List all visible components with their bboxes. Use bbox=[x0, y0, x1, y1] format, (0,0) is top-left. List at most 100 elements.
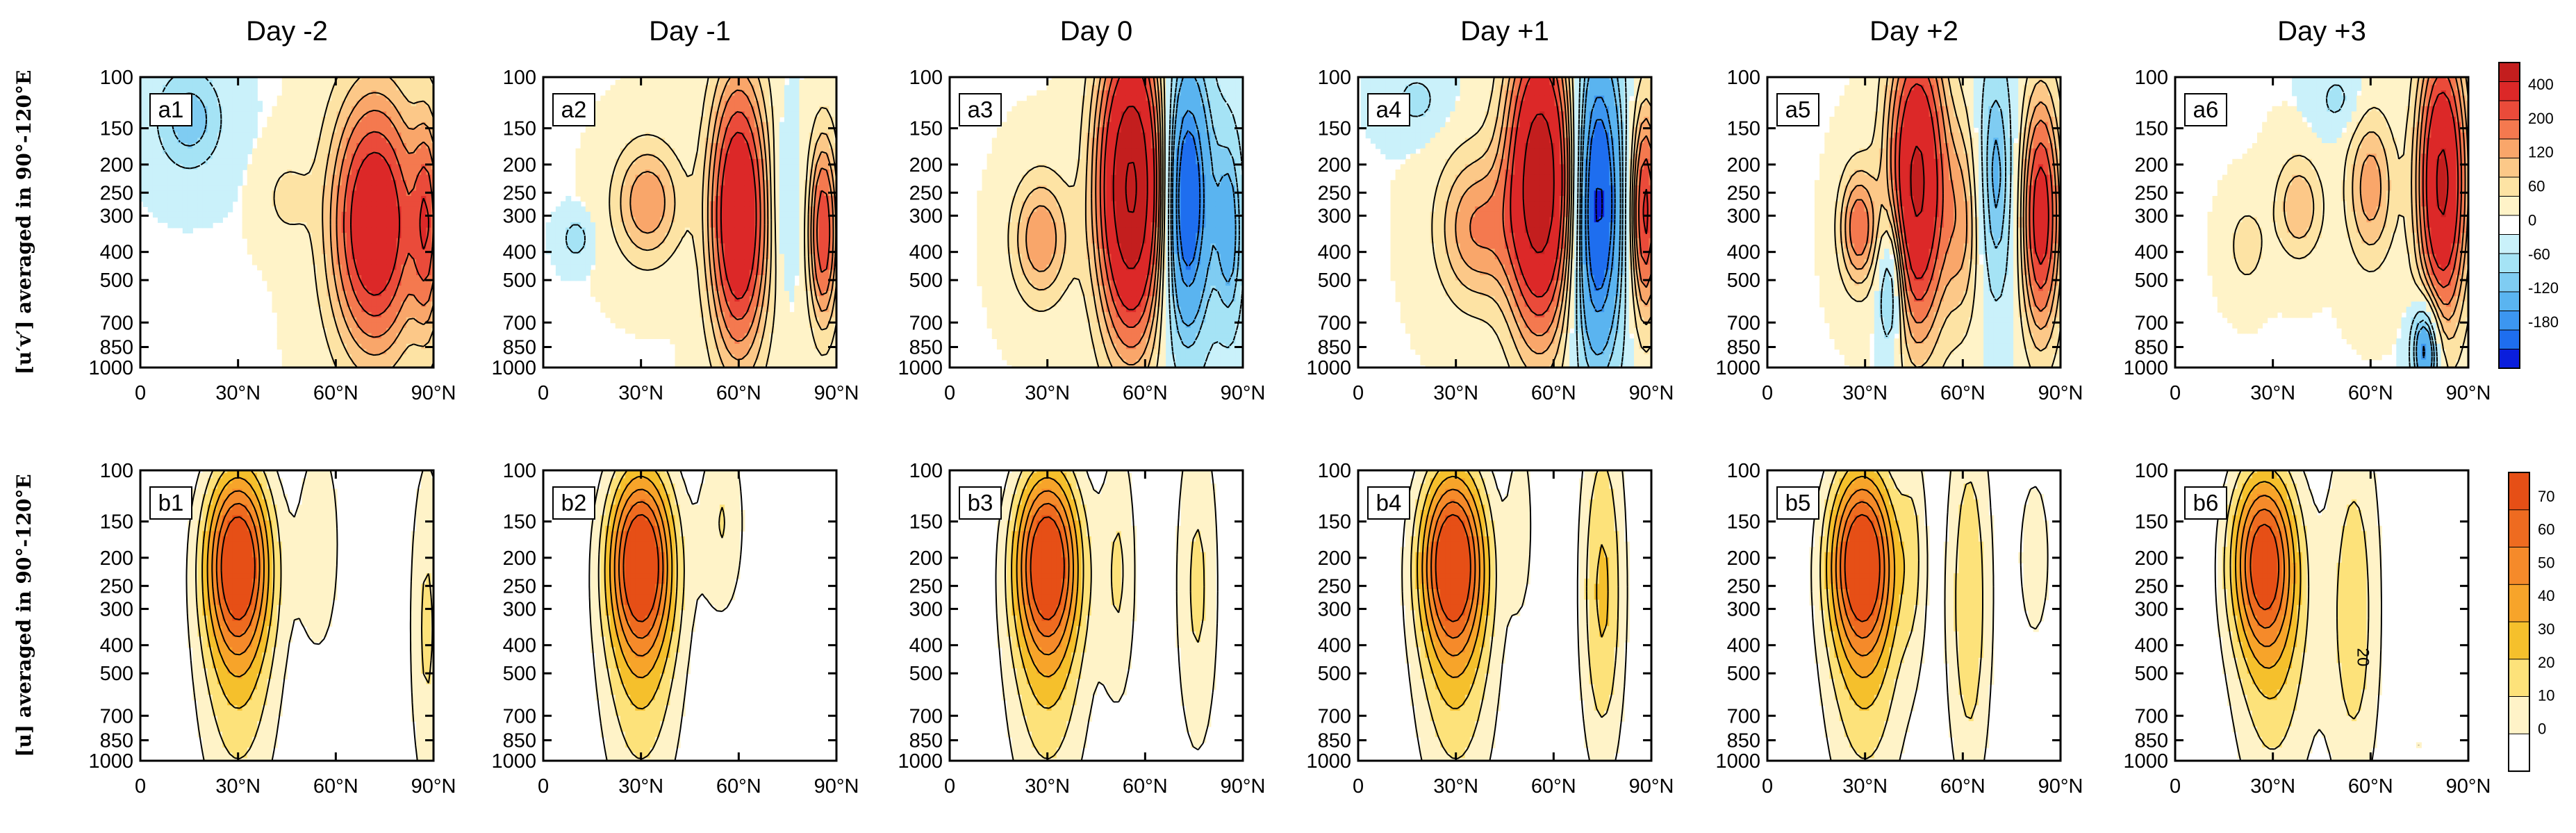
y-tick-label: 100 bbox=[1318, 460, 1351, 482]
x-tick-label: 60°N bbox=[716, 382, 761, 404]
y-tick-label: 400 bbox=[1318, 635, 1351, 657]
y-tick-label: 150 bbox=[100, 511, 133, 534]
y-tick-label: 200 bbox=[503, 547, 536, 570]
x-tick-label: 90°N bbox=[411, 775, 456, 798]
x-tick-label: 30°N bbox=[618, 382, 663, 404]
y-tick-label: 200 bbox=[2135, 547, 2168, 570]
colorbar-cell bbox=[2499, 254, 2520, 273]
panel-label-box: b1 bbox=[150, 487, 192, 519]
colorbar-tick-label: 200 bbox=[2528, 110, 2554, 127]
colorbar-tick-label: -120 bbox=[2528, 279, 2559, 297]
panel-label: a5 bbox=[1785, 97, 1811, 122]
colorbar-cell bbox=[2499, 311, 2520, 331]
contour-annotation: 20 bbox=[2354, 648, 2372, 667]
x-tick-label: 30°N bbox=[2250, 382, 2295, 404]
y-tick-label: 400 bbox=[1727, 242, 1760, 264]
y-tick-label: 850 bbox=[909, 729, 943, 752]
y-tick-label: 150 bbox=[100, 118, 133, 140]
row-ylabel-2: [u] averaged in 90°-120°E bbox=[13, 474, 35, 757]
panel-label-box: a3 bbox=[959, 94, 1001, 126]
y-tick-label: 850 bbox=[2135, 336, 2168, 358]
x-tick-label: 0 bbox=[538, 775, 549, 798]
x-tick-label: 0 bbox=[2170, 775, 2181, 798]
x-tick-label: 0 bbox=[1353, 775, 1364, 798]
y-tick-label: 500 bbox=[100, 270, 133, 292]
y-tick-label: 250 bbox=[1318, 575, 1351, 597]
column-title-5: Day +2 bbox=[1869, 16, 1958, 47]
colorbar-tick-label: 400 bbox=[2528, 76, 2554, 93]
x-tick-label: 0 bbox=[1762, 382, 1773, 404]
panel-label: a4 bbox=[1376, 97, 1402, 122]
y-tick-label: 250 bbox=[1318, 182, 1351, 204]
x-tick-label: 60°N bbox=[2348, 775, 2393, 798]
x-tick-label: 60°N bbox=[1123, 775, 1168, 798]
y-tick-label: 100 bbox=[909, 67, 943, 89]
x-tick-label: 30°N bbox=[1842, 775, 1888, 798]
y-tick-label: 850 bbox=[100, 336, 133, 358]
colorbar-tick-label: 0 bbox=[2528, 211, 2536, 229]
y-tick-label: 850 bbox=[100, 729, 133, 752]
panel-label-box: b3 bbox=[959, 487, 1001, 519]
y-tick-label: 300 bbox=[1727, 205, 1760, 227]
colorbar-cell bbox=[2509, 584, 2529, 622]
y-tick-label: 300 bbox=[100, 598, 133, 620]
y-tick-label: 250 bbox=[503, 575, 536, 597]
y-tick-label: 500 bbox=[909, 270, 943, 292]
colorbar-cell bbox=[2509, 697, 2529, 734]
y-tick-label: 300 bbox=[503, 205, 536, 227]
y-tick-label: 300 bbox=[2135, 205, 2168, 227]
x-tick-label: 0 bbox=[944, 382, 955, 404]
y-tick-label: 1000 bbox=[898, 357, 943, 379]
y-tick-label: 700 bbox=[2135, 705, 2168, 727]
y-tick-label: 250 bbox=[2135, 182, 2168, 204]
y-tick-label: 700 bbox=[100, 312, 133, 334]
colorbar-cell bbox=[2499, 197, 2520, 216]
y-tick-label: 500 bbox=[1727, 270, 1760, 292]
x-tick-label: 30°N bbox=[1842, 382, 1888, 404]
y-tick-label: 150 bbox=[1318, 511, 1351, 534]
y-tick-label: 200 bbox=[1727, 154, 1760, 176]
y-tick-label: 400 bbox=[1318, 242, 1351, 264]
panel-label-box: a2 bbox=[553, 94, 595, 126]
y-tick-label: 150 bbox=[909, 118, 943, 140]
y-tick-label: 1000 bbox=[88, 357, 133, 379]
x-tick-label: 60°N bbox=[1940, 775, 1985, 798]
colorbar-cell bbox=[2499, 63, 2520, 82]
panel-label: b1 bbox=[158, 490, 184, 516]
x-tick-label: 90°N bbox=[814, 775, 859, 798]
y-tick-label: 400 bbox=[909, 242, 943, 264]
y-tick-label: 500 bbox=[503, 270, 536, 292]
y-tick-label: 400 bbox=[1727, 635, 1760, 657]
y-tick-label: 200 bbox=[1318, 547, 1351, 570]
y-tick-label: 200 bbox=[2135, 154, 2168, 176]
y-tick-label: 500 bbox=[909, 663, 943, 685]
colorbar-cell bbox=[2509, 510, 2529, 547]
x-tick-label: 30°N bbox=[1025, 382, 1070, 404]
colorbar-cell bbox=[2499, 139, 2520, 158]
y-tick-label: 1000 bbox=[2123, 750, 2168, 773]
y-tick-label: 850 bbox=[503, 336, 536, 358]
y-tick-label: 850 bbox=[1727, 729, 1760, 752]
colorbar-cell bbox=[2509, 547, 2529, 585]
y-tick-label: 200 bbox=[100, 154, 133, 176]
colorbar-cell bbox=[2499, 273, 2520, 292]
y-tick-label: 300 bbox=[1727, 598, 1760, 620]
x-tick-label: 30°N bbox=[1433, 775, 1478, 798]
y-tick-label: 500 bbox=[1318, 270, 1351, 292]
panel-label: b4 bbox=[1376, 490, 1402, 516]
panel-label-box: b5 bbox=[1777, 487, 1819, 519]
y-tick-label: 850 bbox=[1318, 336, 1351, 358]
x-tick-label: 0 bbox=[2170, 382, 2181, 404]
colorbar-cell bbox=[2499, 349, 2520, 369]
y-tick-label: 400 bbox=[2135, 635, 2168, 657]
colorbar-tick-label: -180 bbox=[2528, 313, 2559, 331]
x-tick-label: 60°N bbox=[2348, 382, 2393, 404]
x-tick-label: 60°N bbox=[313, 382, 358, 404]
y-tick-label: 150 bbox=[1318, 118, 1351, 140]
